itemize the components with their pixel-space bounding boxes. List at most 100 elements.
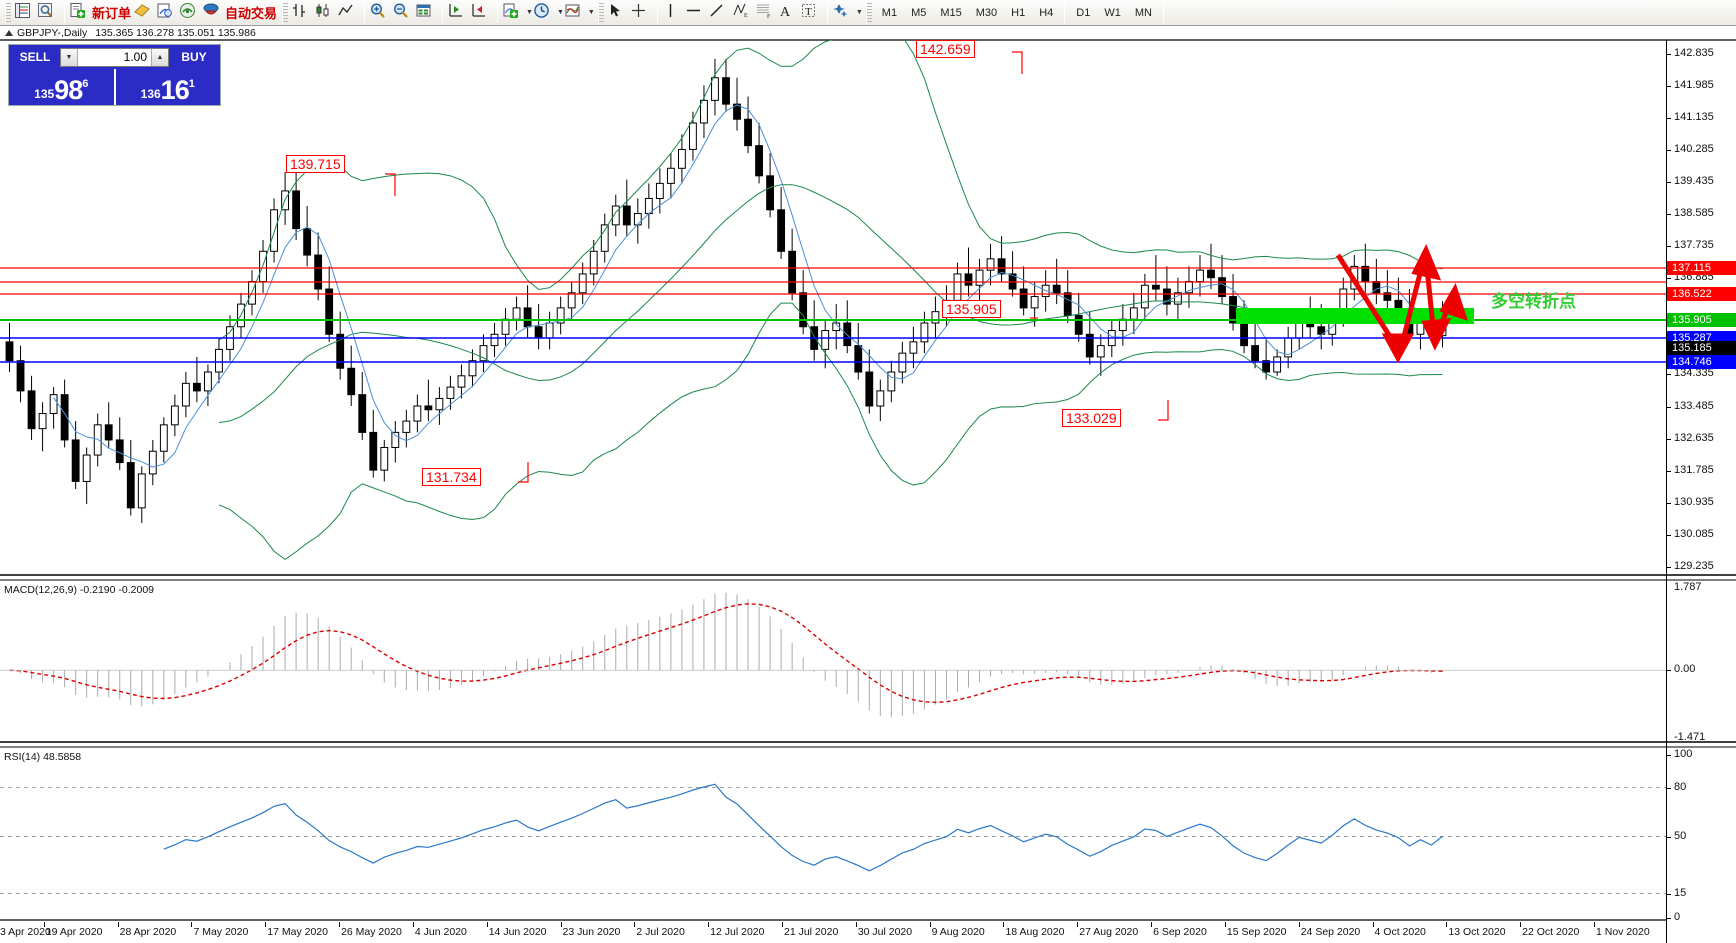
- elliott-wave-icon[interactable]: E: [731, 2, 754, 24]
- pivot-135905-badge[interactable]: 135.905: [1667, 313, 1736, 327]
- date-tick-mark: [1077, 922, 1079, 927]
- annot-131734[interactable]: 131.734: [422, 468, 481, 486]
- timeframe-mn[interactable]: MN: [1134, 6, 1152, 19]
- indicators-dropdown-arrow[interactable]: ▼: [526, 9, 533, 16]
- toolbar-grip-2[interactable]: [282, 2, 289, 23]
- toolbar-grip-4[interactable]: [865, 2, 872, 23]
- volume-increase-button[interactable]: ▲: [151, 48, 168, 66]
- navigator-icon[interactable]: [156, 2, 179, 24]
- timeframe-m5[interactable]: M5: [911, 6, 927, 19]
- date-tick-label: 9 Aug 2020: [931, 926, 985, 938]
- resistance-136522-badge[interactable]: 136.522: [1667, 287, 1736, 301]
- text-label-icon[interactable]: A: [777, 2, 800, 24]
- price-tick-mark: [1667, 470, 1671, 472]
- price-tick-mark: [1667, 566, 1671, 568]
- candlestick-chart-icon[interactable]: [314, 2, 337, 24]
- date-tick-label: 19 Apr 2020: [45, 926, 103, 938]
- price-tick-mark: [1667, 246, 1671, 248]
- shapes-dropdown-arrow[interactable]: ▼: [855, 9, 863, 16]
- grid-icon[interactable]: [415, 2, 438, 24]
- text-box-icon[interactable]: T: [800, 2, 823, 24]
- one-click-trading-panel[interactable]: SELL ▼ 1.00 ▲ BUY 135 98 6 136 16 1: [8, 44, 221, 106]
- zoom-in-icon[interactable]: [369, 2, 392, 24]
- crosshair-icon[interactable]: [630, 2, 653, 24]
- volume-decrease-button[interactable]: ▼: [61, 48, 78, 66]
- shapes-icon[interactable]: [832, 2, 855, 24]
- date-tick-mark: [782, 922, 783, 927]
- fibonacci-icon[interactable]: F: [754, 2, 777, 24]
- trendline-icon[interactable]: [708, 2, 731, 24]
- new-order-icon[interactable]: [69, 2, 92, 24]
- bar-chart-icon[interactable]: [291, 2, 314, 24]
- period-icon[interactable]: [533, 2, 556, 24]
- annot-135905[interactable]: 135.905: [942, 300, 1001, 318]
- auto-trading-icon[interactable]: [202, 2, 225, 24]
- price-tick-141.985: 141.985: [1674, 78, 1714, 91]
- date-tick-label: 26 May 2020: [341, 926, 402, 938]
- market-watch-icon[interactable]: [14, 2, 37, 24]
- price-tick-mark: [1667, 117, 1671, 119]
- annot-139715[interactable]: 139.715: [286, 155, 345, 173]
- resistance-137115-badge[interactable]: 137.115: [1667, 261, 1736, 275]
- auto-trading-label[interactable]: 自动交易: [225, 7, 278, 22]
- vertical-line-icon[interactable]: [662, 2, 685, 24]
- date-tick-label: 4 Oct 2020: [1374, 926, 1426, 938]
- date-tick-mark: [1446, 922, 1448, 927]
- line-chart-icon[interactable]: [337, 2, 360, 24]
- new-order-label[interactable]: 新订单: [92, 7, 132, 22]
- horizontal-line-icon[interactable]: [685, 2, 708, 24]
- svg-text:A: A: [780, 5, 791, 20]
- toolbar-grip[interactable]: [5, 2, 11, 23]
- timeframe-h4[interactable]: H4: [1039, 6, 1054, 19]
- sell-price-pips: 98: [54, 75, 83, 105]
- timeframe-h1[interactable]: H1: [1011, 6, 1026, 19]
- date-tick-mark: [855, 922, 857, 927]
- toolbar-grip-3[interactable]: [597, 2, 604, 23]
- sell-button[interactable]: SELL: [19, 50, 51, 64]
- timeframe-m15[interactable]: M15: [940, 6, 962, 19]
- chart-shift-icon[interactable]: [470, 2, 493, 24]
- date-tick-label: 4 Jun 2020: [414, 926, 467, 938]
- buy-button[interactable]: BUY: [181, 50, 207, 64]
- support-134746-badge[interactable]: 134.746: [1667, 355, 1736, 369]
- volume-value[interactable]: 1.00: [123, 49, 147, 64]
- forecast-arrows: [1335, 243, 1468, 364]
- date-tick-mark: [339, 922, 341, 927]
- auto-scroll-icon[interactable]: [447, 2, 470, 24]
- sell-price[interactable]: 135 98 6: [9, 69, 116, 105]
- timeframe-d1[interactable]: D1: [1076, 6, 1091, 19]
- toolbar-separator-5: [656, 2, 658, 23]
- rsi-tick-mark: [1667, 893, 1671, 895]
- templates-dropdown-arrow[interactable]: ▼: [587, 9, 595, 16]
- period-dropdown-arrow[interactable]: ▼: [556, 9, 564, 16]
- rsi-tick-15: 15: [1674, 886, 1687, 899]
- zoom-out-icon[interactable]: [392, 2, 415, 24]
- timeframe-w1[interactable]: W1: [1104, 6, 1121, 19]
- annot-133029[interactable]: 133.029: [1062, 409, 1121, 427]
- signals-icon[interactable]: [179, 2, 202, 24]
- indicators-icon[interactable]: [502, 2, 525, 24]
- timeframe-m1[interactable]: M1: [881, 6, 898, 19]
- price-tick-132.635: 132.635: [1674, 431, 1714, 444]
- buy-price[interactable]: 136 16 1: [116, 69, 221, 105]
- date-tick-label: 6 Sep 2020: [1153, 926, 1207, 938]
- terminal-icon[interactable]: [133, 2, 156, 24]
- macd-tick-mark: [1667, 670, 1671, 672]
- date-tick-label: 1 Nov 2020: [1596, 926, 1650, 938]
- cursor-icon[interactable]: [607, 2, 630, 24]
- price-tick-137.735: 137.735: [1674, 239, 1714, 252]
- price-tick-140.285: 140.285: [1674, 142, 1714, 155]
- date-tick-label: 30 Jul 2020: [857, 926, 913, 938]
- timeframe-m30[interactable]: M30: [975, 6, 998, 19]
- bid-135185-badge[interactable]: 135.185: [1667, 341, 1736, 355]
- date-tick-mark: [265, 922, 267, 927]
- price-tick-mark: [1667, 149, 1671, 151]
- templates-icon[interactable]: [564, 2, 587, 24]
- volume-stepper[interactable]: ▼ 1.00 ▲: [60, 47, 169, 67]
- trend-up-icon: [5, 30, 13, 36]
- data-window-icon[interactable]: [37, 2, 60, 24]
- annot-142659[interactable]: 142.659: [916, 40, 975, 58]
- sell-price-fraction: 6: [82, 78, 89, 90]
- date-tick-label: 21 Jul 2020: [784, 926, 839, 938]
